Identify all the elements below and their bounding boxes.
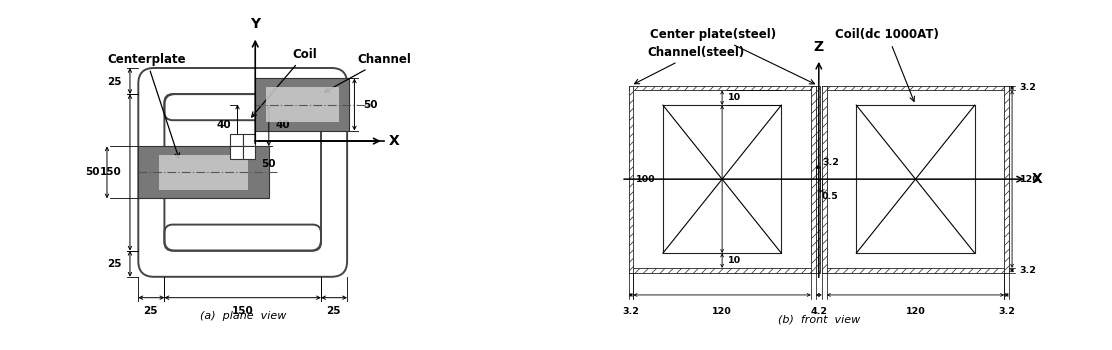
Text: 3.2: 3.2 xyxy=(1020,83,1036,92)
Bar xyxy=(856,105,975,253)
Text: 4.2: 4.2 xyxy=(811,307,827,316)
Text: 120: 120 xyxy=(713,307,732,316)
Bar xyxy=(822,85,826,273)
Text: 40: 40 xyxy=(275,120,290,131)
Bar xyxy=(266,87,339,122)
Text: 120: 120 xyxy=(905,307,925,316)
Text: 120: 120 xyxy=(1020,175,1040,184)
Bar xyxy=(628,268,816,273)
Text: 100: 100 xyxy=(636,175,655,184)
Text: 3.2: 3.2 xyxy=(999,307,1015,316)
Text: 150: 150 xyxy=(231,306,254,316)
Text: 10: 10 xyxy=(728,93,742,102)
Text: X: X xyxy=(389,134,399,148)
Text: 25: 25 xyxy=(107,77,121,86)
Text: (a)  plane  view: (a) plane view xyxy=(199,311,286,321)
Text: 10: 10 xyxy=(728,256,742,265)
Text: 150: 150 xyxy=(100,167,121,177)
Text: 3.2: 3.2 xyxy=(822,158,838,167)
Bar xyxy=(628,85,633,273)
Text: 50: 50 xyxy=(363,99,377,110)
Text: 3.2: 3.2 xyxy=(1020,266,1036,275)
Bar xyxy=(826,90,1004,268)
Text: 0.5: 0.5 xyxy=(821,193,838,201)
Bar xyxy=(1004,85,1009,273)
Bar xyxy=(633,90,811,268)
Text: 50: 50 xyxy=(261,159,276,169)
Bar xyxy=(816,85,821,273)
Bar xyxy=(138,146,269,198)
Text: 40: 40 xyxy=(217,120,231,131)
Bar xyxy=(822,268,1009,273)
Text: Channel(steel): Channel(steel) xyxy=(635,46,745,84)
Bar xyxy=(822,85,1009,90)
Text: Y: Y xyxy=(250,18,260,32)
Text: Coil: Coil xyxy=(251,48,318,117)
Text: Z: Z xyxy=(814,41,824,55)
Bar xyxy=(242,146,256,159)
Bar xyxy=(242,134,256,146)
Bar xyxy=(230,146,242,159)
Bar xyxy=(811,85,816,273)
Text: X: X xyxy=(1031,172,1042,186)
Bar xyxy=(628,85,816,90)
Text: 25: 25 xyxy=(143,306,158,316)
Text: Centerplate: Centerplate xyxy=(107,53,186,158)
Text: 3.2: 3.2 xyxy=(623,307,639,316)
Bar xyxy=(663,105,782,253)
Text: 50: 50 xyxy=(86,167,100,177)
Bar xyxy=(256,78,349,131)
Text: 25: 25 xyxy=(107,259,121,269)
Bar xyxy=(821,85,822,273)
Text: Center plate(steel): Center plate(steel) xyxy=(649,28,814,84)
Bar xyxy=(159,155,248,190)
Text: 25: 25 xyxy=(326,306,340,316)
Text: Channel: Channel xyxy=(325,53,411,92)
Text: Coil(dc 1000AT): Coil(dc 1000AT) xyxy=(835,28,940,102)
Text: (b)  front  view: (b) front view xyxy=(777,315,860,324)
Bar xyxy=(230,134,242,146)
